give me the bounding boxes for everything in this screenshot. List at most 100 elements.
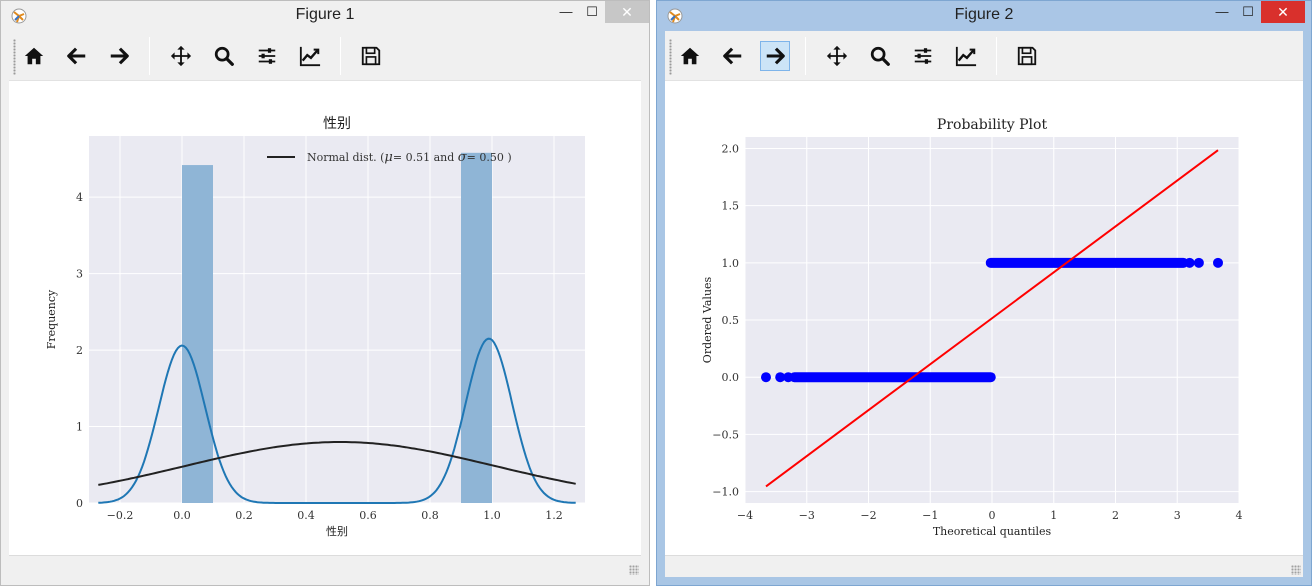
title-bar[interactable]: Figure 1 — ☐ ✕: [1, 1, 649, 31]
configure-subplots-icon: [258, 48, 276, 64]
x-axis-label: 性别: [326, 524, 348, 538]
configure-subplots-icon: [914, 48, 932, 64]
y-tick-label: 2.0: [722, 142, 740, 155]
x-tick-label: 1: [1050, 509, 1057, 522]
legend-entry: Normal dist. (μ= 0.51 and σ= 0.50 ): [307, 150, 512, 165]
forward-button[interactable]: [104, 41, 134, 71]
y-tick-label: 2: [76, 344, 83, 357]
minimize-button[interactable]: —: [559, 4, 573, 19]
edit-axes-icon: [299, 46, 321, 67]
pan-button[interactable]: [822, 41, 852, 71]
y-tick-label: 0: [76, 497, 83, 510]
zoom-icon: [870, 46, 890, 66]
figure-canvas[interactable]: −4 −3 −2 −1 0 1 2 3 4 −1.0 −0.5 0.0 0.5 1.0 1.5 2.0 Prob…: [665, 81, 1303, 555]
status-bar: [9, 555, 641, 577]
zoom-button[interactable]: [209, 41, 239, 71]
x-tick-label: 0: [989, 509, 996, 522]
legend-mu-symbol: μ: [384, 150, 392, 165]
maximize-button[interactable]: ☐: [1242, 4, 1254, 19]
home-button[interactable]: [675, 41, 705, 71]
normal-fit-curve: [98, 441, 576, 486]
move-icon: [170, 45, 192, 67]
data-point: [760, 372, 771, 383]
forward-button[interactable]: [760, 41, 790, 71]
x-tick-label: 1.0: [483, 509, 501, 522]
zoom-button[interactable]: [865, 41, 895, 71]
forward-arrow-icon: [766, 47, 785, 65]
y-tick-label: 3: [76, 268, 83, 281]
data-point: [1184, 257, 1195, 268]
data-point: [1213, 257, 1224, 268]
title-bar[interactable]: Figure 2 — ☐ ✕: [657, 1, 1311, 31]
x-tick-label: 3: [1174, 509, 1181, 522]
navigation-toolbar: [9, 31, 641, 81]
back-button[interactable]: [62, 41, 92, 71]
back-button[interactable]: [718, 41, 748, 71]
edit-axes-icon: [955, 46, 977, 67]
size-grip[interactable]: [629, 565, 639, 575]
figure-canvas[interactable]: −0.2 0.0 0.2 0.4 0.6 0.8 1.0 1.2 0 1 2 3 4 性别 性别 Freque…: [9, 81, 641, 555]
legend-sigma-symbol: σ: [458, 150, 468, 165]
zoom-icon: [214, 46, 234, 66]
figure-2-window: Figure 2 — ☐ ✕: [656, 0, 1312, 586]
figure-1-window: Figure 1 — ☐ ✕: [0, 0, 650, 586]
x-tick-label: 0.2: [235, 509, 253, 522]
save-icon: [1017, 46, 1037, 66]
x-tick-label: 0.8: [421, 509, 439, 522]
save-button[interactable]: [356, 41, 386, 71]
pan-button[interactable]: [166, 41, 196, 71]
y-tick-label: 1.5: [722, 200, 740, 213]
y-tick-label: 0.5: [722, 314, 740, 327]
forward-arrow-icon: [110, 47, 129, 65]
figure-client-area: −0.2 0.0 0.2 0.4 0.6 0.8 1.0 1.2 0 1 2 3 4 性别 性别 Freque…: [9, 31, 641, 577]
x-tick-label: −4: [737, 509, 753, 522]
home-button[interactable]: [19, 41, 49, 71]
x-tick-label: 4: [1236, 509, 1243, 522]
matplotlib-app-icon: [667, 8, 683, 24]
y-tick-label: −0.5: [712, 428, 739, 441]
edit-axes-button[interactable]: [295, 41, 325, 71]
maximize-button[interactable]: ☐: [586, 4, 598, 19]
legend-mu-value: = 0.51 and: [393, 151, 458, 164]
histogram-chart[interactable]: −0.2 0.0 0.2 0.4 0.6 0.8 1.0 1.201234性别性别Freque…: [9, 81, 641, 557]
x-tick-label: 0.6: [359, 509, 377, 522]
x-tick-label: −3: [799, 509, 815, 522]
configure-subplots-button[interactable]: [908, 41, 938, 71]
y-tick-label: −1.0: [712, 486, 739, 499]
toolbar-grip[interactable]: [669, 39, 672, 75]
x-tick-label: −0.2: [107, 509, 134, 522]
y-tick-label: 0.0: [722, 371, 740, 384]
size-grip[interactable]: [1291, 565, 1301, 575]
chart-title: 性别: [323, 116, 351, 132]
toolbar-separator: [149, 37, 150, 75]
minimize-button[interactable]: —: [1215, 4, 1229, 19]
save-icon: [361, 46, 381, 66]
y-axis-label: Ordered Values: [701, 276, 714, 363]
back-arrow-icon: [723, 47, 742, 65]
x-axis-label: Theoretical quantiles: [933, 525, 1052, 538]
x-tick-label: 2: [1112, 509, 1119, 522]
histogram-bar: [461, 152, 492, 503]
configure-subplots-button[interactable]: [252, 41, 282, 71]
data-point: [775, 372, 786, 383]
y-tick-label: 1: [76, 421, 83, 434]
chart-title: Probability Plot: [937, 117, 1048, 133]
edit-axes-button[interactable]: [951, 41, 981, 71]
navigation-toolbar: [665, 31, 1303, 81]
x-tick-label: 0.4: [297, 509, 315, 522]
toolbar-separator: [805, 37, 806, 75]
close-button[interactable]: ✕: [1261, 1, 1305, 23]
x-tick-label: 0.0: [173, 509, 191, 522]
kde-curve: [98, 337, 576, 504]
close-button[interactable]: ✕: [605, 1, 649, 23]
toolbar-separator: [340, 37, 341, 75]
save-button[interactable]: [1012, 41, 1042, 71]
histogram-bar: [182, 165, 213, 503]
toolbar-grip[interactable]: [13, 39, 16, 75]
x-tick-label: −1: [922, 509, 938, 522]
legend-prefix: Normal dist. (: [307, 151, 384, 164]
y-tick-label: 4: [76, 191, 83, 204]
home-icon: [24, 47, 44, 65]
probability-plot-chart[interactable]: −4 −3 −2 −1 0 1 2 3 4 −1.0 −0.5 0.0 0.5 1.0 1.5 2.0 Prob…: [665, 81, 1303, 557]
toolbar-separator: [996, 37, 997, 75]
